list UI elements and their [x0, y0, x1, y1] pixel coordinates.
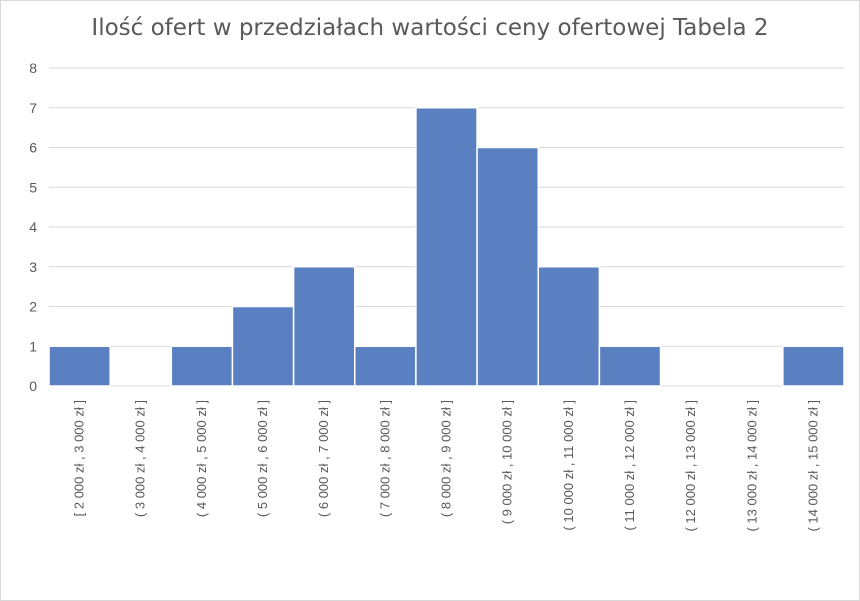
x-tick-label: ( 7 000 zł , 8 000 zł ]	[377, 400, 392, 517]
bar	[598, 345, 662, 387]
y-tick-label: 1	[29, 338, 37, 354]
x-tick-label: ( 12 000 zł , 13 000 zł ]	[683, 400, 698, 532]
y-tick-label: 0	[29, 378, 37, 394]
x-tick-label: ( 10 000 zł , 11 000 zł ]	[561, 400, 576, 531]
x-tick-label: ( 13 000 zł , 14 000 zł ]	[744, 400, 759, 532]
bar	[354, 345, 417, 387]
y-tick-label: 5	[29, 179, 37, 195]
x-tick-label: ( 4 000 zł , 5 000 zł ]	[194, 400, 209, 517]
bar	[48, 345, 111, 387]
y-tick-label: 3	[29, 259, 37, 275]
x-tick-label: ( 11 000 zł , 12 000 zł ]	[622, 400, 637, 531]
y-tick-label: 7	[29, 100, 37, 116]
bar	[170, 345, 234, 387]
y-tick-label: 4	[29, 219, 37, 235]
bars	[48, 107, 845, 387]
x-tick-label: ( 5 000 zł , 6 000 zł ]	[255, 400, 270, 517]
bar	[292, 266, 356, 387]
y-axis-ticks: 0 1 2 3 4 5 6 7 8	[29, 60, 37, 394]
x-axis-ticks: [ 2 000 zł , 3 000 zł ] ( 3 000 zł , 4 00…	[72, 400, 821, 532]
x-tick-label: [ 2 000 zł , 3 000 zł ]	[72, 400, 87, 516]
bar	[537, 266, 601, 387]
y-tick-label: 8	[29, 60, 37, 76]
x-tick-label: ( 3 000 zł , 4 000 zł ]	[133, 400, 148, 517]
x-tick-label: ( 6 000 zł , 7 000 zł ]	[316, 400, 331, 517]
x-tick-label: ( 14 000 zł , 15 000 zł ]	[805, 400, 820, 532]
bar	[231, 305, 295, 387]
x-tick-label: ( 8 000 zł , 9 000 zł ]	[439, 400, 454, 517]
y-tick-label: 2	[29, 299, 37, 315]
x-tick-label: ( 9 000 zł , 10 000 zł ]	[500, 400, 515, 524]
chart-title: Ilość ofert w przedziałach wartości ceny…	[91, 15, 769, 41]
y-tick-label: 6	[29, 140, 37, 156]
bar	[476, 146, 539, 387]
bar	[782, 345, 845, 387]
bar	[415, 107, 478, 387]
